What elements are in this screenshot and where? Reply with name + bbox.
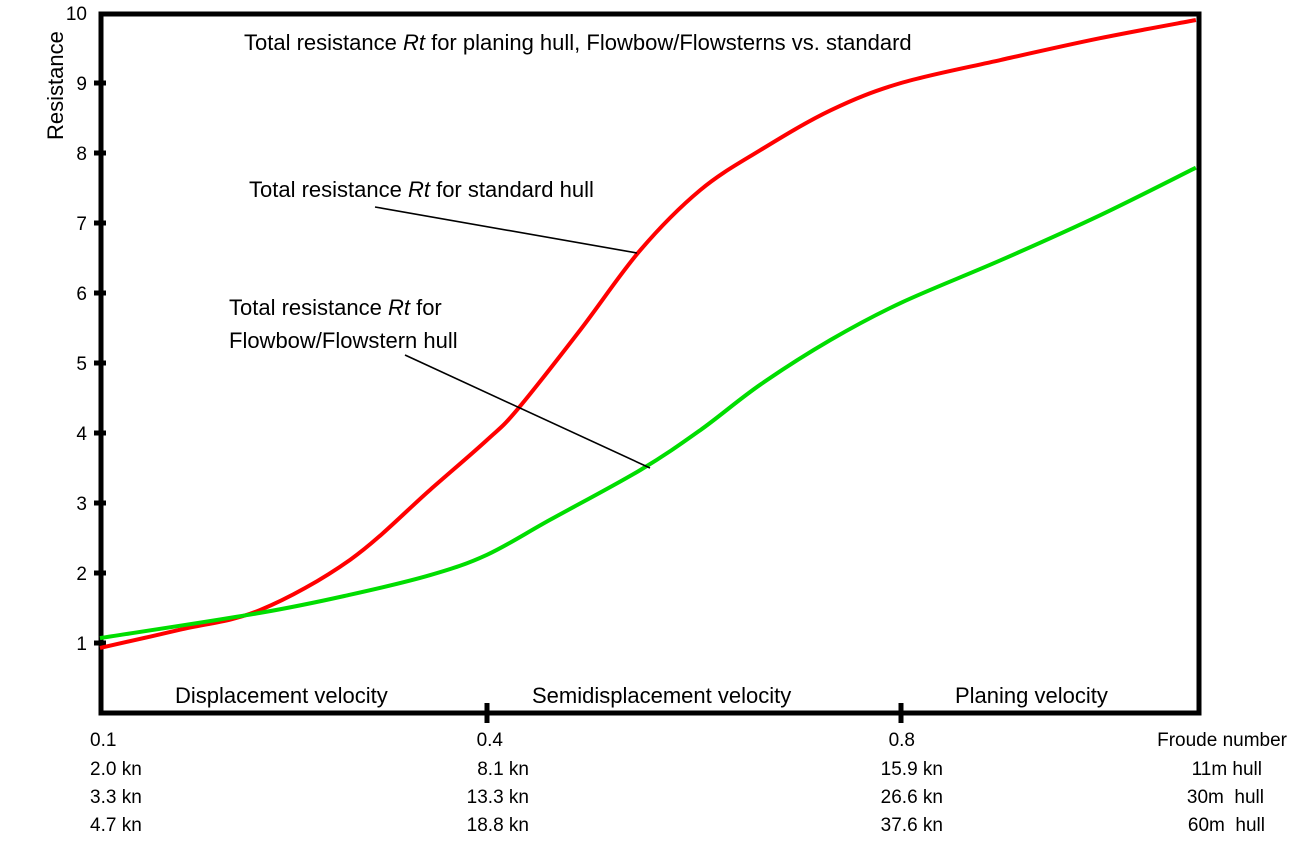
x-tick-column-0.8: 0.8 15.9 kn 26.6 kn 37.6 kn (881, 730, 943, 836)
row-label-30m: 30m hull (1187, 787, 1264, 808)
y-tick-label: 7 (76, 214, 87, 235)
x-tick-column-0.1: 0.1 2.0 kn 3.3 kn 4.7 kn (90, 730, 142, 836)
y-tick-label: 5 (76, 354, 87, 375)
annotation-flowbow-line1: Total resistance Rt for (229, 295, 442, 320)
x-tick-kn-60m: 37.6 kn (881, 815, 943, 836)
x-tick-froude: 0.1 (90, 730, 116, 751)
series-line-flowbow-hull (99, 165, 1197, 641)
row-label-11m: 11m hull (1192, 759, 1262, 780)
x-tick-froude: 0.8 (889, 730, 915, 751)
chart-title: Total resistance Rt for planing hull, Fl… (244, 30, 912, 55)
flowbow-leader-line (404, 354, 651, 469)
annotation-part: for standard hull (430, 177, 594, 202)
x-tick-kn-30m: 13.3 kn (467, 787, 529, 808)
title-part: Rt (403, 30, 426, 55)
x-tick-kn-60m: 18.8 kn (467, 815, 529, 836)
y-tick-label: 3 (76, 494, 87, 515)
y-tick-label: 9 (76, 74, 87, 95)
annotation-part: Rt (408, 177, 431, 202)
y-tick-label: 10 (66, 4, 87, 25)
y-tick-label: 8 (76, 144, 87, 165)
x-tick-kn-11m: 8.1 kn (477, 759, 529, 780)
x-tick-kn-11m: 2.0 kn (90, 759, 142, 780)
region-semidisplacement: Semidisplacement velocity (532, 683, 791, 708)
x-tick-kn-30m: 26.6 kn (881, 787, 943, 808)
title-part: Total resistance (244, 30, 403, 55)
x-tick-kn-11m: 15.9 kn (881, 759, 943, 780)
annotation-part: for (410, 295, 442, 320)
series-line-standard-hull (99, 18, 1197, 650)
title-part: for planing hull, Flowbow/Flowsterns vs.… (425, 30, 912, 55)
x-axis-label: Froude number (1157, 730, 1288, 751)
standard-leader-line (374, 206, 638, 254)
y-tick-label: 6 (76, 284, 87, 305)
annotation-part: Total resistance (229, 295, 388, 320)
x-tick-kn-30m: 3.3 kn (90, 787, 142, 808)
y-axis-label: Resistance (43, 31, 68, 140)
row-labels: Froude number 11m hull 30m hull 60m hull (1157, 730, 1288, 836)
annotation-flowbow-line2: Flowbow/Flowstern hull (229, 328, 458, 353)
y-tick-label: 1 (76, 634, 87, 655)
y-tick-label: 2 (76, 564, 87, 585)
region-planing: Planing velocity (955, 683, 1108, 708)
annotation-part: Rt (388, 295, 411, 320)
annotation-standard: Total resistance Rt for standard hull (249, 177, 594, 202)
x-tick-froude: 0.4 (477, 730, 504, 751)
x-tick-column-0.4: 0.4 8.1 kn 13.3 kn 18.8 kn (467, 730, 529, 836)
x-tick-kn-60m: 4.7 kn (90, 815, 142, 836)
annotation-part: Total resistance (249, 177, 408, 202)
row-label-60m: 60m hull (1188, 815, 1265, 836)
region-displacement: Displacement velocity (175, 683, 388, 708)
y-tick-label: 4 (76, 424, 87, 445)
